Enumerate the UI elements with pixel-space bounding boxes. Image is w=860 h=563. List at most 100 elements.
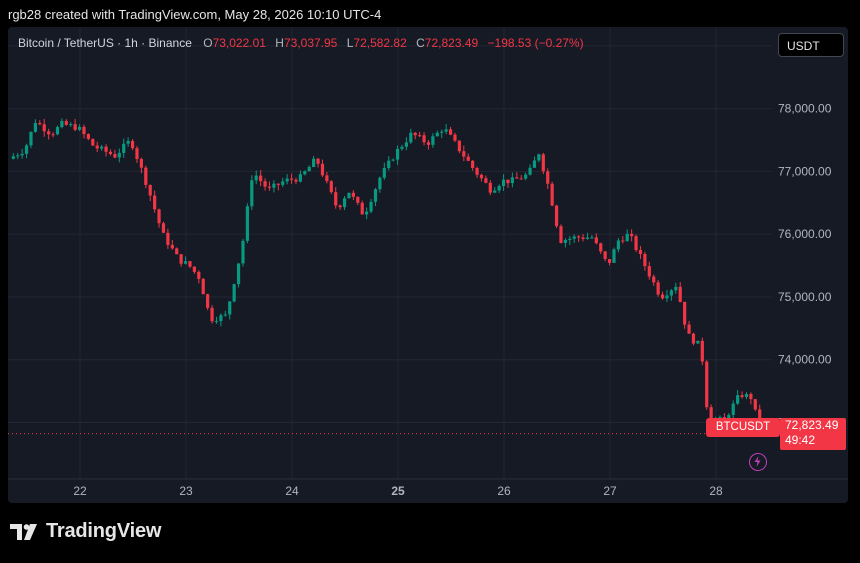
candle-body <box>254 175 258 181</box>
candle-body <box>16 155 20 157</box>
currency-button[interactable]: USDT <box>778 33 844 57</box>
candlestick-chart[interactable]: 73,000.0074,000.0075,000.0076,000.0077,0… <box>8 27 848 503</box>
candle-body <box>515 177 519 179</box>
x-tick-label: 28 <box>709 484 723 498</box>
candle-body <box>400 146 404 149</box>
candle-body <box>329 181 333 193</box>
candle-body <box>753 399 757 410</box>
candle-body <box>612 249 616 263</box>
x-tick-label: 26 <box>497 484 511 498</box>
candle-body <box>378 177 382 190</box>
candle-body <box>289 178 294 180</box>
candle-body <box>630 233 634 237</box>
candle-body <box>60 120 64 128</box>
candle-body <box>166 232 170 245</box>
candle-body <box>581 237 585 239</box>
candle-body <box>413 132 417 136</box>
tradingview-logo[interactable]: TradingView <box>10 520 161 543</box>
candle-body <box>577 236 581 238</box>
candle-body <box>431 136 435 145</box>
candle-body <box>91 138 95 146</box>
candle-body <box>117 152 121 158</box>
candle-body <box>621 240 625 242</box>
candle-body <box>740 395 744 398</box>
candle-body <box>144 167 148 185</box>
candle-body <box>298 174 302 182</box>
legend-close-label: C <box>416 36 425 50</box>
y-tick-label: 78,000.00 <box>778 102 832 116</box>
candle-body <box>272 183 276 188</box>
chart-panel[interactable]: 73,000.0074,000.0075,000.0076,000.0077,0… <box>8 27 848 503</box>
candle-body <box>365 211 369 215</box>
candle-body <box>568 238 572 241</box>
candle-body <box>634 236 638 250</box>
candle-body <box>20 153 24 156</box>
candle-body <box>607 259 612 263</box>
candle-body <box>678 286 682 302</box>
candle-body <box>179 254 183 264</box>
candle-body <box>312 158 316 168</box>
candle-body <box>550 183 554 206</box>
candle-body <box>228 301 232 315</box>
candle-body <box>696 340 700 344</box>
candle-body <box>585 237 590 239</box>
candle-body <box>599 243 603 252</box>
candle-body <box>356 196 360 203</box>
lightning-icon[interactable] <box>749 453 767 471</box>
candle-body <box>294 179 298 182</box>
candle-body <box>426 142 431 145</box>
candle-body <box>126 140 130 144</box>
candle-body <box>285 178 289 182</box>
candle-body <box>47 131 51 135</box>
candle-body <box>188 261 192 267</box>
chart-legend: Bitcoin / TetherUS · 1h · Binance O73,02… <box>18 36 590 50</box>
candle-body <box>29 131 33 146</box>
bar-countdown: 49:42 <box>785 433 816 447</box>
candle-body <box>232 284 236 302</box>
candle-body <box>404 142 408 147</box>
candle-body <box>683 301 687 325</box>
candle-body <box>744 394 749 398</box>
candle-body <box>652 276 656 283</box>
candle-body <box>572 236 576 239</box>
candle-body <box>691 333 696 344</box>
x-tick-label: 24 <box>285 484 299 498</box>
candle-body <box>197 271 201 279</box>
candle-body <box>541 154 545 172</box>
candle-body <box>325 175 329 182</box>
candle-body <box>457 140 461 152</box>
legend-change: −198.53 (−0.27%) <box>487 36 584 50</box>
candle-body <box>373 189 378 202</box>
candle-body <box>466 156 470 161</box>
legend-high-label: H <box>275 36 284 50</box>
candle-body <box>201 278 205 295</box>
candle-body <box>307 167 311 172</box>
candle-body <box>479 174 484 179</box>
candle-body <box>259 175 263 182</box>
candle-body <box>546 171 550 184</box>
candle-body <box>219 315 223 322</box>
chart-credit: rgb28 created with TradingView.com, May … <box>8 7 382 22</box>
candle-body <box>33 122 37 132</box>
candle-body <box>594 237 598 244</box>
candle-body <box>444 129 448 132</box>
candle-body <box>351 192 355 197</box>
legend-low-label: L <box>346 36 354 50</box>
last-price-tag: 72,823.49 49:42 <box>780 418 846 450</box>
candle-body <box>462 151 466 157</box>
candle-body <box>360 202 364 215</box>
x-tick-label: 22 <box>73 484 87 498</box>
candle-body <box>170 244 174 249</box>
candle-body <box>108 151 113 155</box>
legend-symbol[interactable]: Bitcoin / TetherUS · 1h · Binance <box>18 36 192 50</box>
symbol-tag: BTCUSDT <box>706 418 780 437</box>
candle-body <box>559 226 563 243</box>
candle-body <box>554 205 559 227</box>
candle-body <box>241 240 245 264</box>
candle-body <box>263 181 267 187</box>
candle-body <box>338 205 342 208</box>
candle-body <box>643 254 647 267</box>
candle-body <box>625 233 629 242</box>
candle-body <box>528 167 532 175</box>
candle-body <box>157 209 161 224</box>
